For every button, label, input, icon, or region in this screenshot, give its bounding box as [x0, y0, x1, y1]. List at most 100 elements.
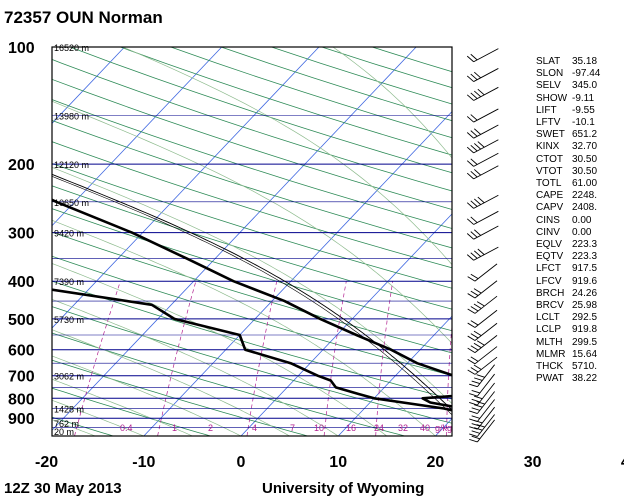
moist-adiabat-line — [122, 47, 452, 266]
index-row: CAPE 2248. — [536, 190, 600, 202]
height-label: 5730 m — [54, 315, 84, 325]
sounding-time: 12Z 30 May 2013 — [4, 480, 122, 497]
index-row: LFCV 919.6 — [536, 276, 600, 288]
pressure-tick-label: 500 — [8, 312, 35, 329]
dry-adiabat-line — [52, 208, 452, 332]
source-label: University of Wyoming — [262, 480, 425, 497]
index-name: PWAT — [536, 373, 564, 385]
index-name: LFCT — [536, 263, 561, 275]
pressure-tick-label: 800 — [8, 391, 35, 408]
mixing-ratio-label: 1 — [172, 423, 177, 433]
index-name: SLON — [536, 68, 564, 80]
dry-adiabat-line — [52, 78, 452, 210]
index-value: 223.3 — [572, 239, 598, 251]
height-label: 9420 m — [54, 229, 84, 239]
plot-frame — [51, 46, 453, 437]
index-name: SWET — [536, 129, 565, 141]
mixing-ratio-label: 16 — [346, 423, 356, 433]
index-value: -9.55 — [572, 104, 595, 116]
temperature-tick-label: 0 — [237, 454, 246, 471]
dry-adiabat-line — [52, 255, 452, 377]
isotherm-line — [240, 213, 452, 436]
height-label: 1428 m — [54, 405, 84, 415]
index-value: 0.00 — [572, 214, 592, 226]
index-row: LCLT 292.5 — [536, 312, 600, 324]
mixing-ratio-label: 32 — [398, 423, 408, 433]
index-value: -97.44 — [572, 68, 601, 80]
index-row: VTOT 30.50 — [536, 166, 600, 178]
index-value: 919.6 — [572, 275, 598, 287]
dry-adiabat-line — [52, 231, 452, 354]
index-value: 32.70 — [572, 141, 598, 153]
index-row: EQTV 223.3 — [536, 251, 600, 263]
index-value: 25.98 — [572, 300, 598, 312]
index-name: BRCH — [536, 287, 565, 299]
wind-barb — [467, 280, 498, 299]
dry-adiabat-line — [52, 99, 452, 229]
height-label: 12120 m — [54, 160, 89, 170]
index-value: 24.26 — [572, 287, 598, 299]
index-value: 0.00 — [572, 226, 592, 238]
isotherm-line — [52, 47, 125, 124]
height-label: 10650 m — [54, 198, 89, 208]
isotherm-line — [143, 110, 452, 436]
mixing-ratio-label: 10 — [314, 423, 324, 433]
wind-barb — [466, 48, 499, 63]
index-value: -10.1 — [572, 117, 595, 129]
dewpoint-profile-line — [52, 288, 452, 412]
index-row: MLTH 299.5 — [536, 337, 600, 349]
index-name: LFTV — [536, 117, 561, 129]
plot-area — [52, 47, 514, 436]
index-value: 61.00 — [572, 178, 598, 190]
index-row: LCLP 919.8 — [536, 324, 600, 336]
index-row: CINV 0.00 — [536, 227, 600, 239]
dry-adiabat-line — [52, 185, 452, 310]
pressure-tick-label: 400 — [8, 274, 35, 291]
height-label: 7390 m — [54, 277, 84, 287]
wind-barb — [467, 295, 498, 314]
wind-barb — [467, 322, 498, 341]
wind-barb — [466, 124, 499, 139]
index-name: CTOT — [536, 153, 564, 165]
index-value: 2248. — [572, 190, 598, 202]
index-name: CAPV — [536, 202, 564, 214]
wind-barb — [469, 414, 495, 437]
mixing-ratio-line — [157, 281, 197, 436]
height-label: 16520 m — [54, 43, 89, 53]
index-value: 38.22 — [572, 373, 598, 385]
height-label: 20 m — [54, 427, 74, 437]
pressure-tick-label: 900 — [8, 411, 35, 428]
isotherm-line — [52, 47, 320, 329]
index-value: 919.8 — [572, 324, 598, 336]
mixing-ratio-label: 7 — [290, 423, 295, 433]
index-row: KINX 32.70 — [536, 141, 600, 153]
wind-barb — [466, 246, 499, 261]
index-name: VTOT — [536, 165, 563, 177]
wind-barb — [469, 364, 495, 388]
index-name: BRCV — [536, 300, 564, 312]
height-label: 13980 m — [54, 111, 89, 121]
index-row: LIFT -9.55 — [536, 105, 600, 117]
index-value: 917.5 — [572, 263, 598, 275]
mixing-ratio-label: 2 — [208, 423, 213, 433]
index-row: SHOW -9.11 — [536, 93, 600, 105]
index-row: THCK 5710. — [536, 361, 600, 373]
wind-barb — [466, 210, 499, 225]
wind-barb — [467, 346, 498, 365]
index-row: PWAT 38.22 — [536, 373, 600, 385]
index-row: CTOT 30.50 — [536, 154, 600, 166]
pressure-tick-label: 700 — [8, 369, 35, 386]
wind-barb — [466, 86, 499, 101]
temperature-tick-label: 20 — [427, 454, 445, 471]
wind-barb — [469, 419, 495, 443]
mixing-ratio-line — [510, 281, 514, 436]
pressure-tick-label: 600 — [8, 343, 35, 360]
index-row: BRCV 25.98 — [536, 300, 600, 312]
index-row: CINS 0.00 — [536, 215, 600, 227]
wind-barb — [466, 108, 499, 123]
temperature-tick-label: 10 — [329, 454, 347, 471]
index-name: SHOW — [536, 92, 568, 104]
index-value: 223.3 — [572, 251, 598, 263]
index-name: TOTL — [536, 178, 562, 190]
